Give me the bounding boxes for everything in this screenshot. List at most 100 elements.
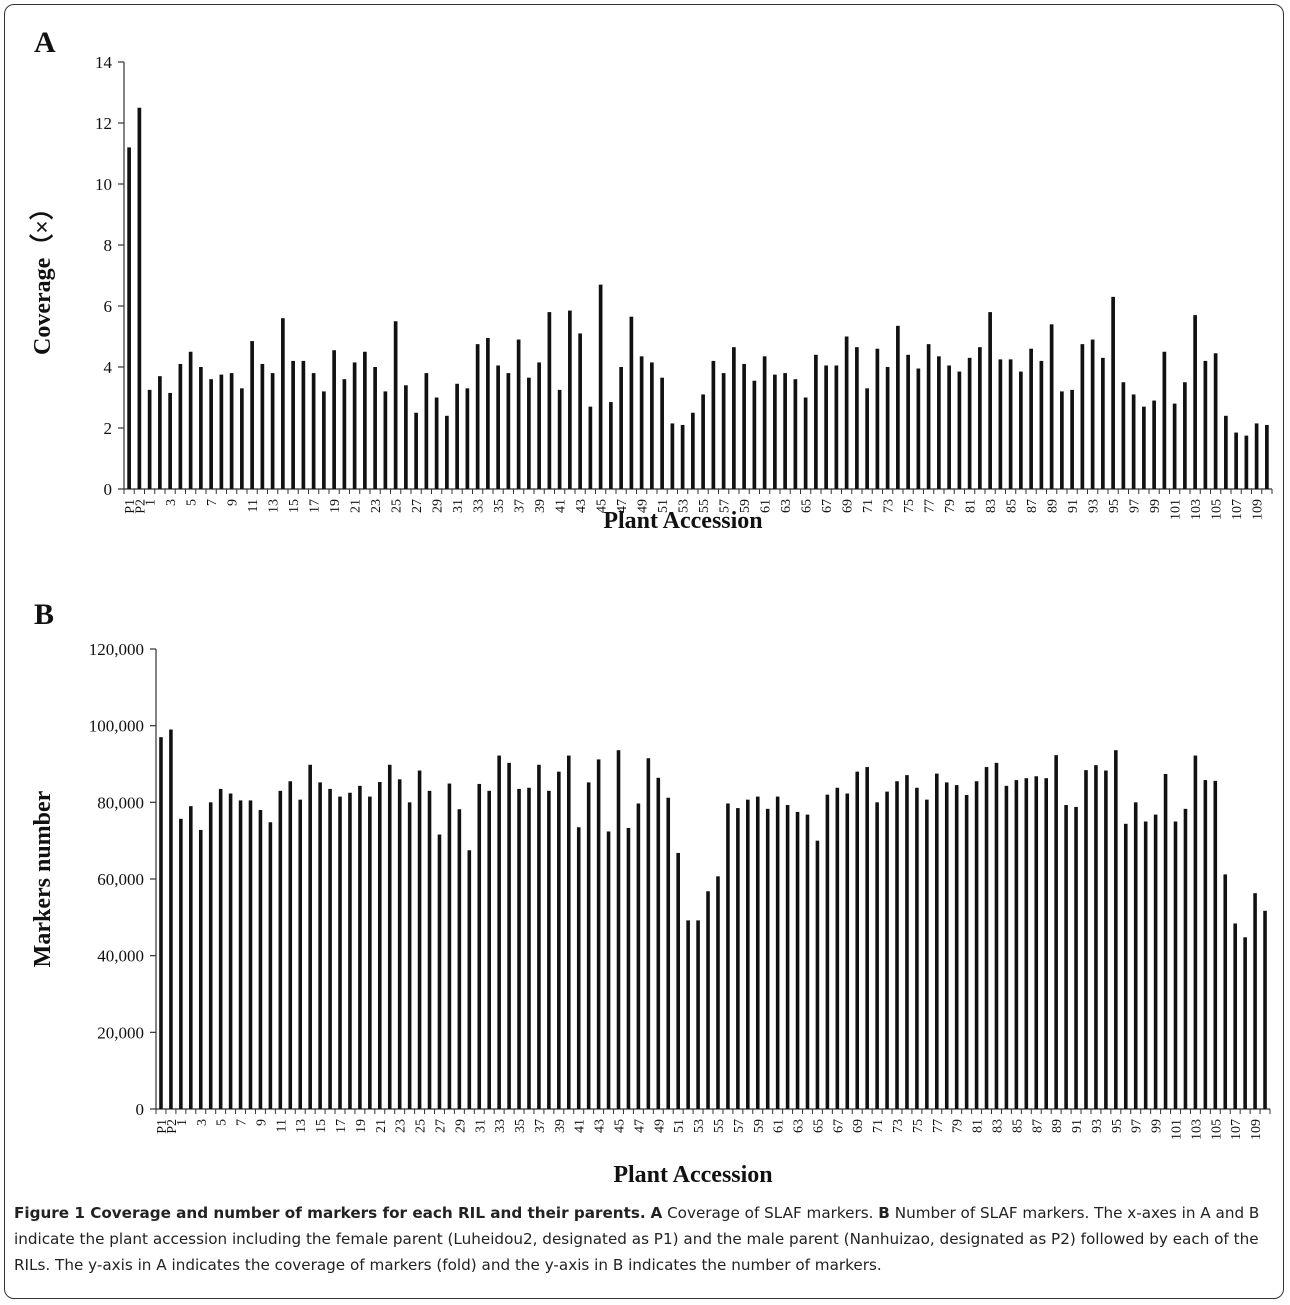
bar-21 [352,362,357,489]
bar-49 [639,356,644,489]
x-tick-label: 73 [882,499,897,513]
bar-36 [506,373,511,489]
x-tick-label: 43 [593,1119,608,1133]
bar-12 [288,781,293,1109]
bar-78 [937,356,941,489]
bar-57 [721,373,726,489]
bar-1 [179,818,183,1109]
x-tick-label: 31 [451,499,466,513]
bar-47 [619,367,623,489]
bar-14 [281,318,285,489]
bar-93 [1094,765,1098,1109]
bar-92 [1080,344,1085,489]
bar-13 [298,799,303,1109]
bar-24 [407,802,412,1109]
bar-70 [855,347,859,489]
caption-a-letter: A [650,1204,663,1222]
bar-107 [1233,923,1237,1109]
bar-21 [378,782,382,1109]
bar-7 [209,379,213,489]
bar-2 [189,806,193,1109]
x-tick-label: 11 [274,1119,289,1132]
x-tick-label: 107 [1229,1119,1244,1140]
bar-61 [762,356,767,489]
x-tick-label: 23 [394,1119,409,1133]
x-tick-label: 21 [374,1119,389,1133]
bar-104 [1203,360,1208,489]
x-tick-label: 17 [334,1119,349,1133]
bar-102 [1183,808,1188,1109]
bar-98 [1143,821,1148,1109]
x-tick-label: 69 [851,1119,866,1133]
x-tick-label: 45 [595,499,610,513]
x-tick-label: 15 [314,1119,329,1133]
bar-58 [732,347,736,489]
bar-39 [537,362,541,489]
bar-45 [616,750,621,1109]
x-tick-label: 5 [185,499,200,506]
bar-81 [974,781,979,1109]
x-tick-label: 37 [533,1119,548,1133]
bar-17 [311,373,316,489]
bar-63 [795,811,800,1109]
bar-34 [486,338,490,489]
bar-17 [338,796,342,1109]
bar-43 [578,333,582,489]
bar-53 [680,424,685,489]
caption-b-letter: B [878,1204,890,1222]
bar-41 [576,827,581,1109]
x-tick-label: 103 [1189,499,1204,520]
bar-66 [825,794,830,1109]
x-tick-label: 33 [493,1119,508,1133]
bar-23 [397,779,402,1109]
bar-3 [168,392,172,489]
bar-97 [1133,802,1138,1109]
x-tick-label: 75 [902,499,917,513]
bar-18 [348,792,352,1109]
bar-8 [248,800,253,1109]
bar-66 [814,354,818,489]
bar-90 [1064,805,1068,1109]
y-tick-label: 8 [104,236,113,255]
x-tick-label: 71 [871,1119,886,1133]
bar-65 [815,840,820,1109]
bar-38 [547,790,551,1109]
x-tick-label: 19 [354,1119,369,1133]
bar-37 [516,339,521,489]
bar-26 [427,790,432,1109]
bar-50 [666,797,671,1109]
x-tick-label: 79 [951,1119,966,1133]
bar-74 [896,325,900,489]
bar-24 [383,391,388,489]
bar-102 [1183,382,1187,489]
x-tick-label: 61 [772,1119,787,1133]
bar-3 [198,829,203,1109]
bar-22 [387,764,392,1109]
y-tick-label: 4 [104,358,113,377]
x-tick-label: 47 [632,1119,647,1133]
bar-95 [1111,296,1115,489]
bar-45 [598,284,603,489]
x-tick-label: 51 [656,499,671,513]
bar-104 [1203,780,1208,1109]
bar-64 [805,814,810,1109]
bar-40 [566,755,571,1109]
bar-4 [178,363,183,489]
bar-46 [626,828,631,1109]
bar-60 [765,808,770,1109]
bar-19 [358,785,362,1109]
bar-53 [696,920,700,1109]
x-tick-label: 53 [677,499,692,513]
x-tick-label: 11 [246,499,261,512]
bar-18 [322,391,326,489]
y-tick-label: 80,000 [97,793,144,812]
bar-92 [1084,770,1088,1109]
x-tick-label: 9 [226,499,241,506]
bar-46 [609,402,613,489]
x-tick-label: 37 [513,499,528,513]
bar-83 [994,762,999,1109]
bar-94 [1104,770,1108,1109]
bar-80 [964,795,969,1109]
bar-5 [218,788,223,1109]
x-tick-label: 19 [328,499,343,513]
